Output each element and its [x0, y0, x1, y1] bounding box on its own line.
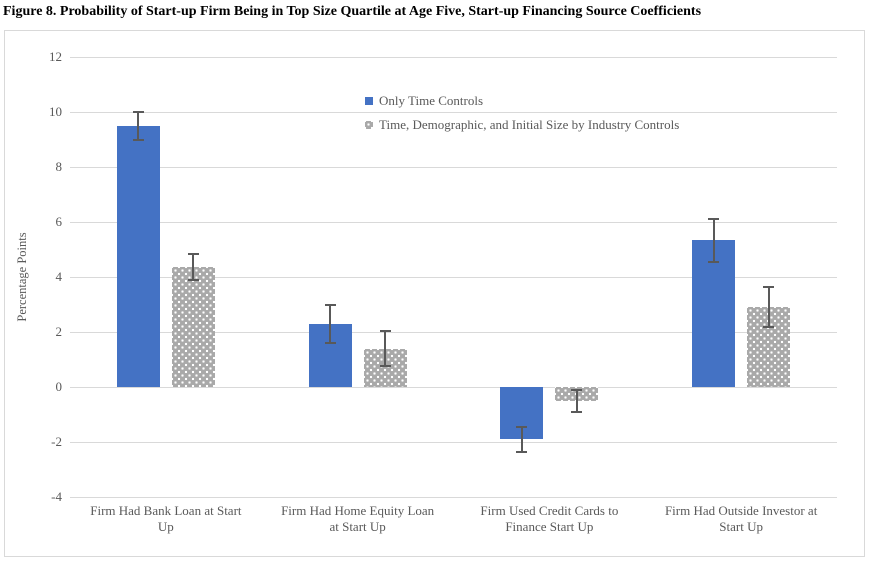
gridline — [70, 331, 837, 333]
gridline — [70, 56, 837, 58]
y-tick-label: 0 — [55, 379, 63, 394]
legend-marker-gray-dotted-icon — [365, 121, 373, 129]
gridline — [70, 111, 837, 113]
x-category-label: Firm Had Home Equity Loan at Start Up — [281, 503, 435, 534]
error-bar-cap-bottom — [571, 410, 583, 413]
error-bar-line — [767, 286, 770, 327]
error-bar-cap-bottom — [516, 450, 528, 453]
error-bar-cap-bottom — [763, 325, 775, 328]
error-bar-cap-bottom — [132, 138, 144, 141]
y-tick-label: -2 — [51, 434, 62, 449]
error-bar-cap-top — [516, 425, 528, 428]
error-bar-line — [192, 253, 195, 280]
legend-label: Only Time Controls — [379, 93, 484, 108]
error-bar-cap-bottom — [708, 260, 720, 263]
gridline — [70, 166, 837, 168]
gridline — [70, 276, 837, 278]
error-bar-cap-top — [132, 111, 144, 113]
error-bar-cap-bottom — [324, 342, 336, 344]
error-bar-cap-top — [187, 252, 199, 255]
gridline — [70, 496, 837, 498]
y-tick-label: 2 — [55, 324, 63, 339]
bar-solid-cat1 — [116, 125, 160, 387]
legend-marker-blue-icon — [365, 97, 373, 105]
error-bar-cap-top — [324, 303, 336, 306]
gridline — [70, 386, 837, 388]
y-tick-label: 8 — [55, 159, 63, 174]
y-tick-label: 6 — [55, 214, 63, 229]
error-bar-line — [575, 389, 578, 412]
y-tick-label: 4 — [55, 269, 63, 284]
x-category-label: Firm Used Credit Cards to Finance Start … — [480, 503, 619, 534]
error-bar-line — [384, 330, 387, 367]
bar-dotted-cat1 — [171, 267, 215, 387]
error-bar-cap-top — [763, 285, 775, 288]
error-bar-line — [137, 112, 140, 140]
y-tick-label: -4 — [51, 489, 62, 504]
x-category-label: Firm Had Outside Investor at Start Up — [664, 503, 818, 534]
y-tick-label: 10 — [49, 104, 62, 119]
x-category-label: Firm Had Bank Loan at Start Up — [90, 503, 242, 534]
error-bar-line — [712, 219, 715, 262]
legend: Only Time Controls Time, Demographic, an… — [365, 93, 679, 141]
error-bar-cap-bottom — [187, 278, 199, 281]
bar-solid-cat4 — [692, 239, 736, 387]
error-bar-cap-bottom — [379, 365, 391, 368]
error-bar-line — [520, 426, 523, 452]
gridline — [70, 441, 837, 443]
gridline — [70, 221, 837, 223]
legend-item-only-time-controls: Only Time Controls — [365, 93, 679, 109]
figure-title: Figure 8. Probability of Start-up Firm B… — [3, 4, 702, 19]
y-tick-label: 12 — [49, 49, 62, 64]
legend-label: Time, Demographic, and Initial Size by I… — [379, 117, 680, 132]
error-bar-cap-top — [571, 388, 583, 391]
error-bar-line — [329, 304, 332, 343]
error-bar-cap-top — [379, 329, 391, 332]
legend-item-full-controls: Time, Demographic, and Initial Size by I… — [365, 117, 679, 133]
error-bar-cap-top — [708, 218, 720, 221]
